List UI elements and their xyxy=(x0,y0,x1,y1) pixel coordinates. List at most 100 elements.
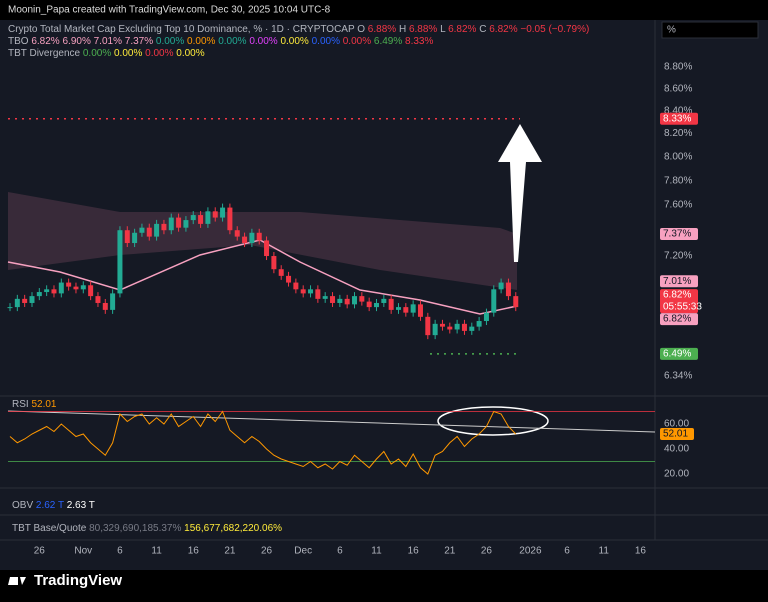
time-label: Nov xyxy=(74,546,92,557)
candle xyxy=(139,227,145,233)
bq-value: 156,677,682,220.06% xyxy=(184,523,282,534)
highlight-circle xyxy=(437,406,549,436)
candle xyxy=(513,296,519,308)
candle xyxy=(154,223,160,237)
candle xyxy=(161,223,167,231)
indicator-value: 0.00% xyxy=(83,48,111,59)
price-marker-label: 6.82% xyxy=(663,314,691,325)
price-tick-label: 8.80% xyxy=(664,62,692,73)
candle xyxy=(44,289,50,293)
price-tick-label: 8.20% xyxy=(664,128,692,139)
rsi-marker-label: 52.01 xyxy=(663,429,688,440)
candle xyxy=(80,285,86,290)
ohlc-value: L xyxy=(440,24,446,35)
bq-value: 80,329,690,185.37% xyxy=(89,523,181,534)
candle xyxy=(410,304,416,313)
candle xyxy=(242,236,248,244)
candle xyxy=(505,282,511,297)
candle xyxy=(176,217,182,228)
time-label: 16 xyxy=(635,546,647,557)
price-marker xyxy=(660,275,698,288)
price-marker xyxy=(660,347,698,360)
indicator-name: TBO xyxy=(8,36,29,47)
price-marker-label: 7.01% xyxy=(663,276,691,287)
candle xyxy=(264,240,270,257)
indicator-value: 0.00% xyxy=(145,48,173,59)
price-marker xyxy=(660,112,698,125)
candle xyxy=(381,298,387,303)
candle xyxy=(58,282,64,294)
rsi-marker xyxy=(660,427,694,440)
price-tick-label: 8.60% xyxy=(664,83,692,94)
candle xyxy=(256,232,262,241)
candle xyxy=(66,282,72,287)
time-label: 21 xyxy=(224,546,236,557)
unit-button[interactable] xyxy=(661,21,759,39)
candle xyxy=(205,211,211,224)
ohlc-value: C xyxy=(479,24,486,35)
moving-average xyxy=(7,239,518,315)
indicator-name: TBT Divergence xyxy=(8,48,81,59)
candle xyxy=(315,289,321,299)
price-marker xyxy=(660,228,698,241)
price-marker-label: 7.37% xyxy=(663,229,691,240)
price-marker xyxy=(660,289,698,314)
candle xyxy=(293,282,299,290)
candle xyxy=(330,296,336,303)
time-label: 11 xyxy=(371,546,382,557)
base-quote-legend: TBT Base/Quote 80,329,690,185.37% 156,67… xyxy=(12,523,282,534)
candle xyxy=(469,326,475,331)
time-label: Dec xyxy=(294,546,312,557)
indicator-value: 0.00% xyxy=(114,48,142,59)
indicator-value: 7.01% xyxy=(94,36,122,47)
arrow xyxy=(498,124,542,262)
ohlc-value: 6.82% xyxy=(489,24,517,35)
legend-line: Crypto Total Market Cap Excluding Top 10… xyxy=(8,24,589,35)
unit-label: % xyxy=(667,25,676,36)
ohlc-value: 6.82% xyxy=(448,24,476,35)
indicator-value: 0.00% xyxy=(249,36,277,47)
candle xyxy=(227,207,233,231)
candle xyxy=(110,293,116,310)
candle xyxy=(146,227,152,237)
candle xyxy=(308,289,314,294)
rsi-last: 52.01 xyxy=(31,399,56,410)
price-marker-label: 6.82% xyxy=(663,290,691,301)
time-label: 6 xyxy=(564,546,570,557)
ohlc-value: H xyxy=(399,24,406,35)
price-tick-label: 8.00% xyxy=(664,151,692,162)
indicator-value: 0.00% xyxy=(156,36,184,47)
candle xyxy=(29,296,35,303)
candle xyxy=(117,230,123,294)
candle xyxy=(395,307,401,310)
price-marker xyxy=(660,313,698,326)
candle xyxy=(132,232,138,244)
obv-label: OBV xyxy=(12,500,33,511)
time-label: 21 xyxy=(444,546,456,557)
candle xyxy=(374,302,379,308)
indicator-value: 0.00% xyxy=(187,36,215,47)
candle xyxy=(198,215,204,224)
candle xyxy=(220,207,226,218)
candle xyxy=(461,323,467,331)
candle xyxy=(234,230,240,237)
candle xyxy=(388,298,394,310)
candle xyxy=(73,286,79,290)
candle xyxy=(249,232,255,244)
time-label: 16 xyxy=(188,546,200,557)
legend-line: TBO 6.82% 6.90% 7.01% 7.37% 0.00% 0.00% … xyxy=(8,36,433,47)
time-label: 6 xyxy=(337,546,343,557)
price-tick-label: 7.80% xyxy=(664,175,692,186)
obv-legend: OBV 2.62 T 2.63 T xyxy=(12,500,95,511)
time-label: 26 xyxy=(34,546,46,557)
indicator-value: 6.49% xyxy=(374,36,402,47)
rsi-line xyxy=(9,410,517,475)
candle xyxy=(476,321,482,327)
credit: Moonin_Papa created with TradingView.com… xyxy=(8,5,331,16)
candle xyxy=(190,215,196,221)
candle xyxy=(271,256,277,270)
ohlc-value: 6.88% xyxy=(368,24,396,35)
time-label: 6 xyxy=(117,546,123,557)
legend-line: TBT Divergence 0.00% 0.00% 0.00% 0.00% xyxy=(8,48,205,59)
candle xyxy=(454,323,460,330)
